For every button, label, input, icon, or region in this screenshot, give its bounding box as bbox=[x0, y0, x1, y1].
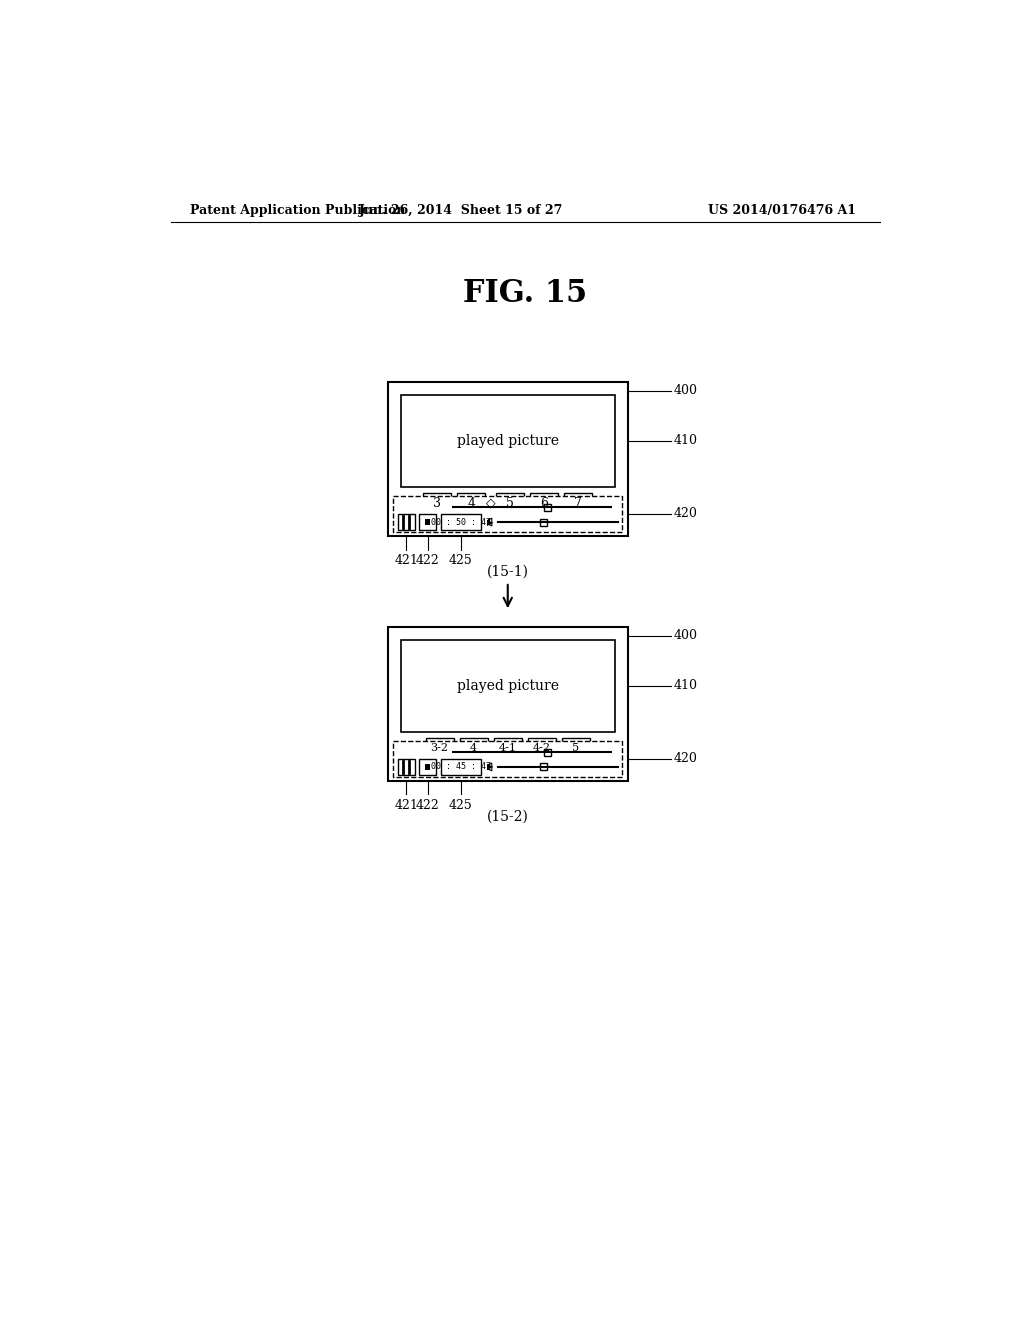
Text: 410: 410 bbox=[674, 434, 697, 447]
Text: 3-2: 3-2 bbox=[430, 743, 449, 754]
Text: 4: 4 bbox=[467, 496, 475, 510]
Text: played picture: played picture bbox=[457, 434, 559, 447]
Bar bbox=[423, 494, 452, 513]
Bar bbox=[530, 494, 558, 513]
Text: 422: 422 bbox=[416, 554, 439, 568]
Bar bbox=[458, 494, 485, 513]
Bar bbox=[564, 494, 592, 513]
Bar bbox=[426, 738, 454, 758]
Text: 400: 400 bbox=[674, 384, 697, 397]
Text: 410: 410 bbox=[674, 680, 697, 693]
Text: Patent Application Publication: Patent Application Publication bbox=[190, 205, 406, 218]
Text: 5: 5 bbox=[572, 743, 580, 754]
Bar bbox=[540, 763, 547, 771]
Text: 425: 425 bbox=[449, 799, 473, 812]
Bar bbox=[544, 748, 551, 755]
Text: 421: 421 bbox=[394, 799, 418, 812]
Bar bbox=[528, 738, 556, 758]
Text: played picture: played picture bbox=[457, 678, 559, 693]
Text: US 2014/0176476 A1: US 2014/0176476 A1 bbox=[709, 205, 856, 218]
Text: 4: 4 bbox=[470, 743, 477, 754]
Text: 00 : 50 : 47: 00 : 50 : 47 bbox=[431, 517, 490, 527]
Bar bbox=[393, 741, 623, 776]
Text: (15-2): (15-2) bbox=[486, 810, 528, 824]
Text: 3: 3 bbox=[433, 496, 441, 510]
Text: 4-1: 4-1 bbox=[499, 743, 517, 754]
Bar bbox=[400, 640, 614, 733]
Text: 6: 6 bbox=[541, 496, 548, 510]
Bar bbox=[425, 519, 430, 525]
Bar bbox=[397, 515, 415, 529]
Text: 400: 400 bbox=[674, 630, 697, 643]
Bar bbox=[440, 515, 481, 529]
Text: 7: 7 bbox=[574, 496, 583, 510]
Bar bbox=[425, 764, 430, 770]
Bar bbox=[393, 496, 623, 532]
Bar bbox=[562, 738, 590, 758]
Text: 421: 421 bbox=[394, 554, 418, 568]
Text: 00 : 45 : 47: 00 : 45 : 47 bbox=[431, 763, 490, 771]
Text: 420: 420 bbox=[674, 507, 697, 520]
Text: 4-2: 4-2 bbox=[532, 743, 551, 754]
Bar bbox=[388, 627, 628, 780]
Bar bbox=[496, 494, 524, 513]
Bar bbox=[494, 738, 521, 758]
Bar bbox=[388, 381, 628, 536]
Bar bbox=[544, 504, 551, 511]
Text: ▶: ▶ bbox=[487, 517, 494, 527]
Text: 5: 5 bbox=[506, 496, 514, 510]
Bar bbox=[397, 759, 415, 775]
Text: FIG. 15: FIG. 15 bbox=[463, 277, 587, 309]
Bar bbox=[540, 519, 547, 525]
Bar bbox=[440, 759, 481, 775]
Text: 425: 425 bbox=[449, 554, 473, 568]
Bar bbox=[400, 395, 614, 487]
Bar bbox=[419, 759, 436, 775]
Text: 422: 422 bbox=[416, 799, 439, 812]
Bar bbox=[419, 515, 436, 529]
Text: (15-1): (15-1) bbox=[486, 565, 528, 579]
Bar bbox=[460, 738, 487, 758]
Text: 420: 420 bbox=[674, 752, 697, 766]
Text: ◇: ◇ bbox=[485, 496, 496, 510]
Text: ▶: ▶ bbox=[487, 763, 494, 771]
Text: Jun. 26, 2014  Sheet 15 of 27: Jun. 26, 2014 Sheet 15 of 27 bbox=[359, 205, 563, 218]
